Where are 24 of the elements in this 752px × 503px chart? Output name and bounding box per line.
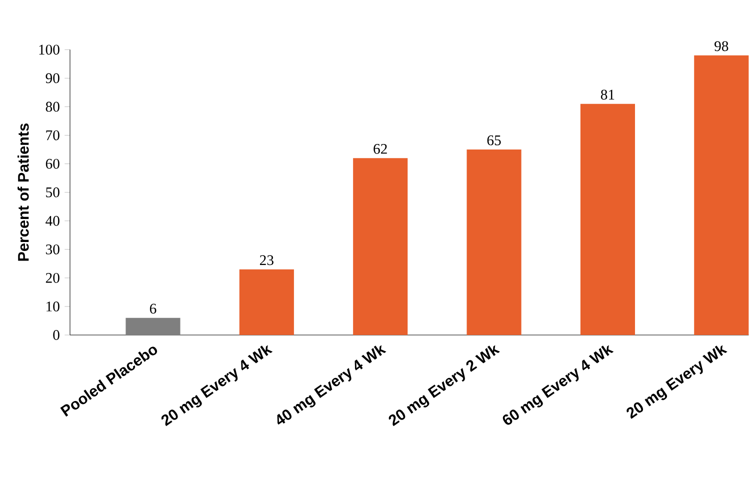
y-tick-label: 70 bbox=[46, 130, 60, 140]
bar bbox=[694, 55, 749, 335]
y-tick-label: 60 bbox=[46, 158, 60, 169]
data-label: 62 bbox=[374, 144, 387, 154]
bar bbox=[580, 104, 635, 335]
y-tick-label: 100 bbox=[39, 44, 60, 55]
data-label: 6 bbox=[150, 304, 156, 314]
y-tick-label: 10 bbox=[46, 302, 60, 312]
y-tick-label: 0 bbox=[53, 330, 60, 340]
y-tick-label: 30 bbox=[46, 244, 60, 254]
data-label: 98 bbox=[714, 41, 728, 52]
data-label: 65 bbox=[487, 135, 501, 146]
data-label: 23 bbox=[260, 255, 274, 266]
y-tick-label: 40 bbox=[46, 216, 60, 226]
y-axis-title: Percent of Patients bbox=[18, 124, 29, 261]
bar bbox=[239, 269, 294, 335]
bar bbox=[353, 158, 408, 335]
bar bbox=[126, 318, 180, 335]
y-tick-label: 50 bbox=[46, 187, 60, 198]
bar bbox=[466, 150, 522, 335]
y-tick-label: 20 bbox=[46, 272, 60, 283]
data-label: 81 bbox=[600, 90, 614, 100]
y-tick-label: 90 bbox=[46, 73, 60, 84]
y-tick-label: 80 bbox=[46, 102, 60, 112]
